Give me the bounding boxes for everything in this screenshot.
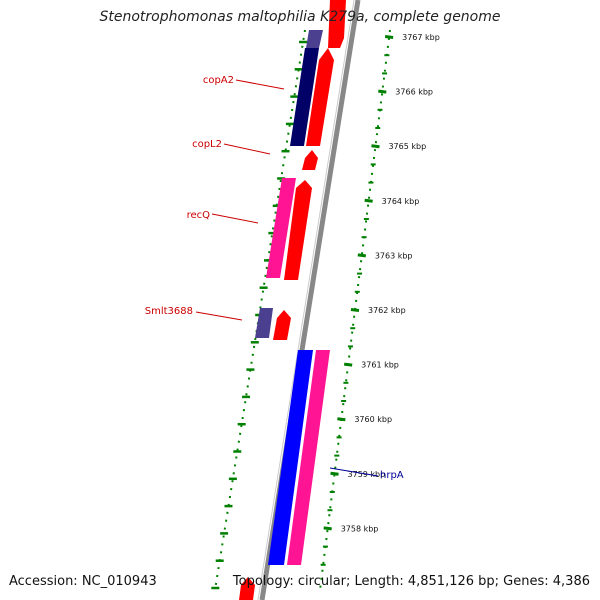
gene-label-recQ: recQ (187, 210, 211, 221)
scale-tick-label: 3767 kbp (402, 33, 440, 42)
scale-tick-mark (330, 471, 339, 476)
accession-text: Accession: NC_010943 (9, 574, 157, 589)
scale-tick-label: 3766 kbp (395, 88, 433, 97)
smlt3688-slate-block (255, 308, 273, 338)
recQ-leader (211, 213, 259, 224)
scale-tick-mark (323, 526, 332, 531)
scale-tick-mark (343, 362, 353, 367)
gene-label-hrpA: hrpA (380, 470, 404, 481)
inner-dotted-ring (214, 29, 306, 591)
copL2-leader (223, 143, 271, 155)
scale-tick-mark (337, 417, 346, 422)
gene-label-copL2: copL2 (192, 139, 222, 150)
gene-label-smlt3688: Smlt3688 (145, 306, 193, 317)
copL2-red-arrow (302, 150, 318, 170)
gene-label-copA2: copA2 (203, 75, 234, 86)
copA2-leader (235, 79, 285, 90)
hrpA-leader (329, 467, 379, 477)
smlt3688-red-arrow (273, 310, 291, 340)
smlt3688-leader (195, 311, 243, 321)
scale-tick-mark (384, 35, 394, 39)
scale-tick-label: 3760 kbp (354, 415, 392, 424)
scale-tick-label: 3761 kbp (361, 361, 399, 370)
feature-top-slate (306, 30, 323, 48)
hrpA-pink-block (287, 350, 330, 565)
scale-tick-mark (357, 253, 367, 258)
scale-tick-label: 3762 kbp (368, 306, 406, 315)
hrpA-blue-block (268, 350, 313, 565)
scale-tick-label: 3765 kbp (388, 142, 426, 151)
copA2-red-arrow (306, 48, 334, 146)
feature-bottom-red (239, 577, 255, 600)
copA2-navy-block (290, 48, 319, 146)
recQ-red-arrow (284, 180, 312, 280)
recQ-pink-block (266, 178, 296, 278)
scale-tick-mark (371, 144, 380, 149)
scale-tick-label: 3758 kbp (341, 524, 379, 533)
scale-tick-label: 3763 kbp (375, 251, 413, 260)
genome-summary: Topology: circular; Length: 4,851,126 bp… (232, 574, 590, 589)
scale-tick-mark (350, 308, 360, 312)
scale-tick-mark (364, 198, 373, 203)
feature-top-red (328, 0, 346, 48)
backbone-ring-inner (257, 0, 355, 600)
scale-tick-mark (378, 89, 387, 94)
map-title: Stenotrophomonas maltophilia K279a, comp… (99, 9, 501, 25)
scale-tick-label: 3764 kbp (382, 197, 420, 206)
